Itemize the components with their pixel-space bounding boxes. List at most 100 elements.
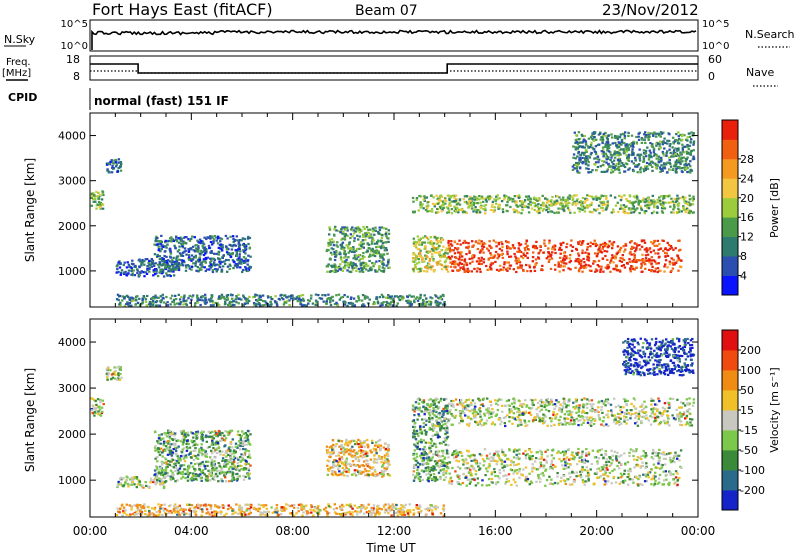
pow-cell [351,302,355,305]
vel-cell [239,444,242,448]
pow-cell [97,191,100,194]
pow-cell [676,159,679,162]
pow-cell [345,244,348,247]
vel-cell [221,450,224,453]
pow-cell [577,141,581,144]
pow-cell [658,145,661,148]
pow-cell [346,229,349,232]
pow-cell [347,256,350,259]
pow-cell [162,297,165,300]
pow-cell [601,247,604,250]
pow-cell [203,301,206,304]
pow-cell [364,235,367,238]
vel-cell [172,431,175,434]
pow-cell [670,269,673,272]
pow-cell [579,240,582,243]
vel-cell [197,432,200,435]
pow-cell [468,257,471,260]
pow-cell [201,260,204,263]
pow-cell [169,251,172,254]
vel-cell [155,479,159,482]
vel-cell [236,465,240,468]
pow-cell [623,211,626,214]
pow-cell [177,248,181,251]
pow-cell [579,262,583,265]
pow-cell [662,162,666,165]
pow-cell [513,195,516,198]
pow-cell [389,301,393,304]
pow-cell [500,253,503,256]
vel-cell [101,399,104,402]
pow-cell [476,267,479,270]
vel-cell [179,430,183,433]
pow-cell [143,263,146,266]
pow-cell [322,300,325,303]
pow-cell [645,247,648,250]
pow-cell [468,262,472,265]
pow-cell [478,262,481,265]
pow-cell [622,148,625,152]
pow-cell [424,245,427,248]
pow-cell [580,205,584,208]
pow-cell [241,304,245,307]
pow-cell [673,165,676,168]
pow-cell [382,246,385,249]
pow-cell [166,274,169,277]
pow-cell [637,259,640,262]
pow-cell [475,196,478,199]
pow-cell [339,256,343,259]
pow-cell [675,197,679,200]
pow-cell [359,262,362,265]
pow-cell [471,207,474,210]
vel-cell [210,464,213,468]
pow-cell [181,261,184,264]
pow-cell [626,144,629,147]
pow-cell [338,298,342,301]
pow-cell [226,298,229,301]
pow-cell [677,135,680,138]
pow-cell [671,146,674,149]
pow-cell [665,152,668,155]
pow-cell [237,247,240,251]
pow-cell [517,196,520,199]
pow-cell [453,205,456,208]
pow-cell [386,252,389,255]
pow-cell [593,252,597,255]
pow-cell [391,299,395,302]
pow-cell [503,261,506,264]
vel-cell [186,439,189,442]
pow-cell [587,171,590,174]
pow-cell [672,263,675,266]
pow-cell [648,268,651,271]
pow-cell [166,261,169,265]
pow-cell [578,201,581,204]
pow-cell [211,270,215,274]
pow-cell [664,247,667,251]
pow-cell [599,243,602,246]
pow-cell [675,170,678,173]
pow-cell [615,144,618,147]
vel-cell [160,467,163,470]
vel-cell [388,474,391,477]
vel-cell [209,474,212,478]
pow-cell [421,256,424,259]
pow-cell [625,205,628,208]
pow-cell [215,263,218,266]
pow-cell [662,201,665,204]
vel-cell [174,466,177,469]
pow-cell [382,227,386,230]
pow-cell [380,239,383,242]
vel-cell [220,466,223,469]
pow-cell [515,204,518,207]
vel-cell [217,462,220,465]
pow-cell [349,236,352,240]
pow-cell [217,253,220,256]
pow-cell [460,251,463,254]
pow-cell [612,208,615,211]
vel-cell [124,482,127,485]
pow-cell [543,239,546,242]
pow-cell [663,165,666,169]
pow-cell [554,245,557,248]
pow-cell [601,146,605,149]
pow-cell [679,197,682,200]
